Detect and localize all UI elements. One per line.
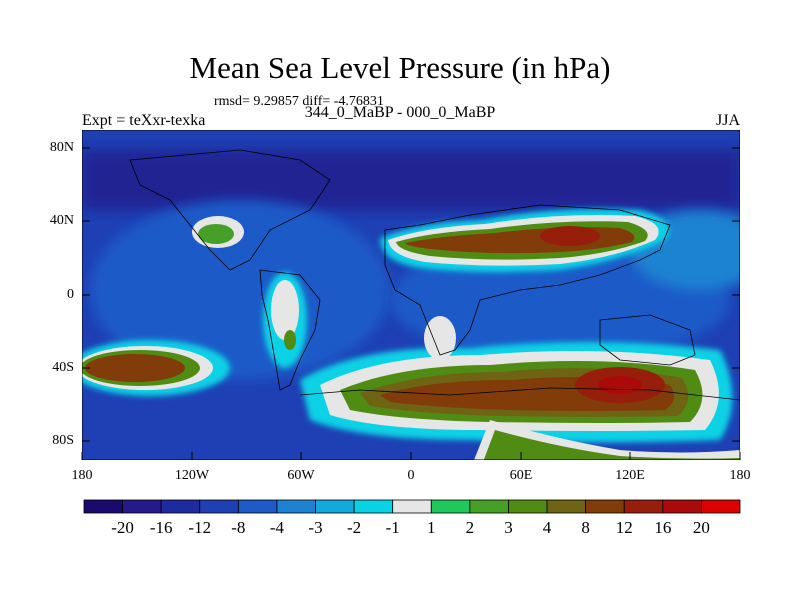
colorbar-box bbox=[662, 499, 702, 514]
colorbar-label: 12 bbox=[615, 518, 633, 537]
chart-title: Mean Sea Level Pressure (in hPa) bbox=[189, 50, 611, 85]
colorbar-label: -8 bbox=[231, 518, 246, 537]
colorbar-box bbox=[430, 499, 471, 514]
colorbar-box bbox=[315, 499, 355, 514]
colorbar-box bbox=[199, 499, 239, 514]
south-america-transition bbox=[263, 272, 307, 368]
southwest-pacific-high bbox=[82, 340, 230, 396]
colorbar-label: 4 bbox=[542, 518, 552, 537]
season-label: JJA bbox=[716, 112, 741, 129]
colorbar-box bbox=[546, 499, 587, 514]
x-tick-label: 60W bbox=[287, 468, 315, 483]
y-tick-label: 40S bbox=[52, 360, 74, 375]
colorbar bbox=[83, 499, 741, 514]
colorbar-label: 20 bbox=[692, 518, 710, 537]
axis-ticks bbox=[81, 147, 741, 460]
experiment-label: Expt = teXxr-texka bbox=[82, 112, 206, 129]
y-tick-label: 40N bbox=[49, 213, 74, 228]
colorbar-box bbox=[623, 499, 664, 514]
north-america-high bbox=[192, 216, 244, 248]
southern-africa-transition bbox=[424, 316, 456, 360]
colorbar-label: -2 bbox=[347, 518, 362, 537]
colorbar-label: -12 bbox=[188, 518, 212, 537]
eurasian-high bbox=[380, 208, 670, 273]
x-tick-label: 60E bbox=[509, 468, 533, 483]
colorbar-box bbox=[469, 499, 509, 514]
x-tick-label: 120W bbox=[174, 468, 210, 483]
colorbar-label: -20 bbox=[111, 518, 134, 537]
southern-high bbox=[300, 341, 740, 460]
colorbar-box bbox=[508, 499, 548, 514]
colorbar-box bbox=[83, 499, 123, 514]
x-tick-label: 180 bbox=[71, 468, 93, 483]
colorbar-box bbox=[585, 499, 625, 514]
colorbar-box bbox=[122, 499, 162, 514]
colorbar-box bbox=[392, 499, 432, 514]
northern-negative-band bbox=[82, 150, 740, 210]
colorbar-label: 16 bbox=[654, 518, 672, 537]
colorbar-box bbox=[237, 499, 278, 514]
experiment-subtitle: 344_0_MaBP - 000_0_MaBP bbox=[304, 104, 496, 121]
stats-label: rmsd= 9.29857 diff= -4.76831 bbox=[214, 94, 384, 109]
y-tick-label: 80N bbox=[49, 140, 74, 155]
colorbar-box bbox=[353, 499, 394, 514]
x-tick-label: 120E bbox=[615, 468, 645, 483]
colorbar-box bbox=[160, 499, 201, 514]
coastlines bbox=[129, 149, 740, 401]
colorbar-label: 8 bbox=[581, 518, 590, 537]
colorbar-box bbox=[701, 499, 741, 514]
colorbar-label: 1 bbox=[427, 518, 436, 537]
x-tick-label: 0 bbox=[407, 468, 415, 483]
y-tick-label: 80S bbox=[52, 433, 74, 448]
colorbar-label: 2 bbox=[465, 518, 475, 537]
colorbar-label: 3 bbox=[504, 518, 513, 537]
pressure-field bbox=[82, 130, 740, 460]
colorbar-label: -3 bbox=[308, 518, 323, 537]
colorbar-label: -1 bbox=[385, 518, 400, 537]
colorbar-box bbox=[276, 499, 316, 514]
colorbar-label: -16 bbox=[149, 518, 173, 537]
y-tick-label: 0 bbox=[67, 287, 74, 302]
x-tick-label: 180 bbox=[729, 468, 751, 483]
colorbar-label: -4 bbox=[269, 518, 285, 537]
tropical-pacific-region bbox=[90, 200, 390, 380]
